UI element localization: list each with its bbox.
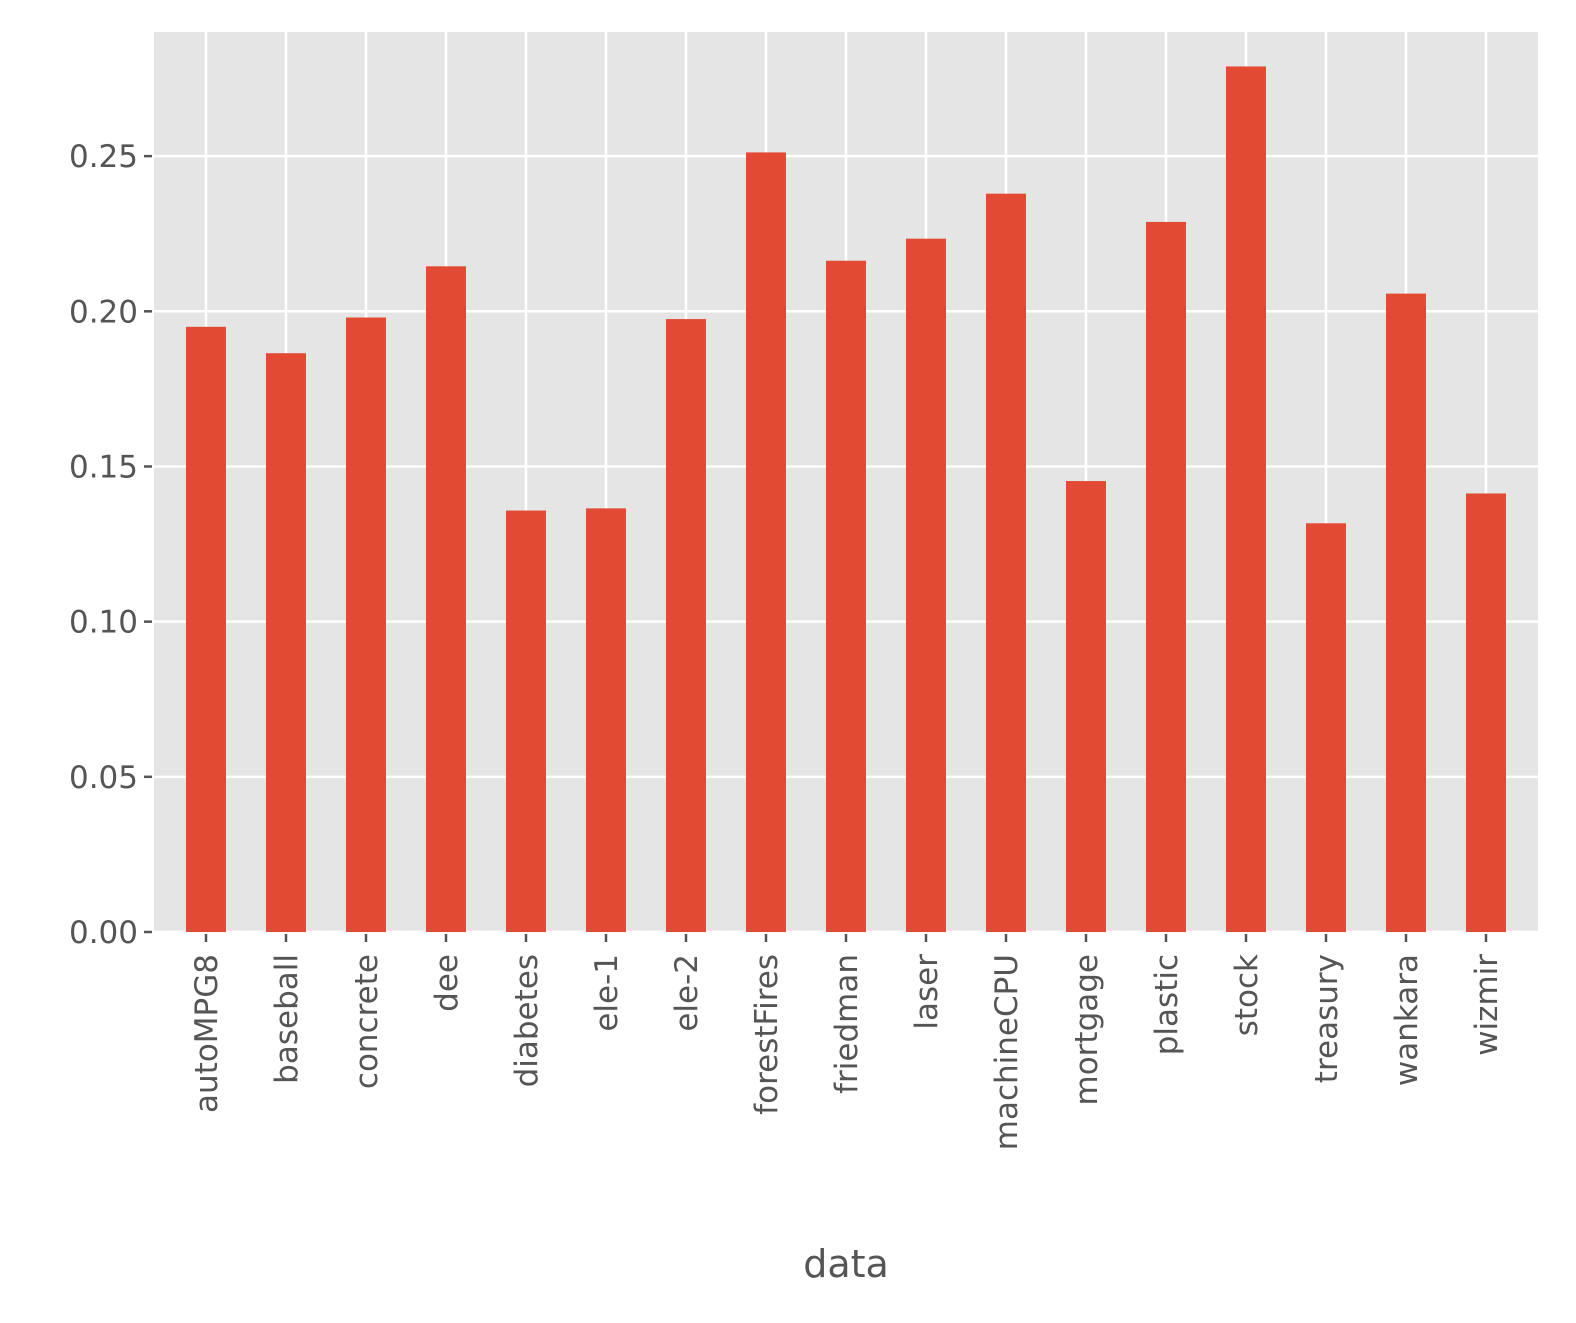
bar-ele-1 [586, 508, 626, 932]
x-axis: autoMPG8 baseball concrete dee diabetes ele-1… [189, 934, 1505, 1150]
bar-mortgage [1066, 481, 1106, 932]
bar-stock [1226, 66, 1266, 933]
bar-treasury [1306, 523, 1346, 932]
bar-machineCPU [986, 193, 1026, 933]
x-tick-label: forestFires [749, 954, 785, 1115]
x-tick-label: concrete [349, 954, 385, 1089]
bar-baseball [266, 353, 306, 932]
y-axis: 0.00 0.05 0.10 0.15 0.20 0.25 [69, 139, 152, 951]
x-tick-label: autoMPG8 [189, 954, 225, 1113]
y-tick-label: 0.05 [69, 760, 138, 796]
x-tick-label: laser [909, 954, 945, 1030]
x-tick-label: stock [1229, 954, 1265, 1036]
bar-laser [906, 238, 946, 933]
bar-diabetes [506, 510, 546, 932]
x-tick-label: diabetes [509, 954, 545, 1087]
x-tick-label: plastic [1149, 954, 1185, 1055]
bar-plastic [1146, 221, 1186, 932]
bar-dee [426, 266, 466, 933]
bar-forestFires [746, 152, 786, 932]
x-tick-label: mortgage [1069, 954, 1105, 1106]
x-tick-label: ele-1 [589, 954, 625, 1032]
x-tick-label: machineCPU [989, 954, 1025, 1150]
bar-wankara [1386, 293, 1426, 932]
x-tick-label: wankara [1389, 954, 1425, 1086]
x-tick-label: friedman [829, 954, 865, 1094]
y-tick-label: 0.25 [69, 139, 138, 175]
bar-ele-2 [666, 319, 706, 932]
x-axis-label: data [803, 1242, 889, 1286]
bar-concrete [346, 317, 386, 933]
x-tick-label: baseball [269, 954, 305, 1084]
x-tick-label: wizmir [1469, 954, 1505, 1056]
y-tick-label: 0.10 [69, 605, 138, 641]
bar-wizmir [1466, 493, 1506, 932]
y-tick-label: 0.20 [69, 294, 138, 330]
x-tick-label: dee [429, 954, 465, 1012]
bars [186, 66, 1506, 933]
x-tick-label: treasury [1309, 954, 1345, 1083]
bar-friedman [826, 260, 866, 933]
bar-autoMPG8 [186, 326, 226, 932]
x-tick-label: ele-2 [669, 954, 705, 1032]
y-tick-label: 0.00 [69, 915, 138, 951]
y-tick-label: 0.15 [69, 449, 138, 485]
